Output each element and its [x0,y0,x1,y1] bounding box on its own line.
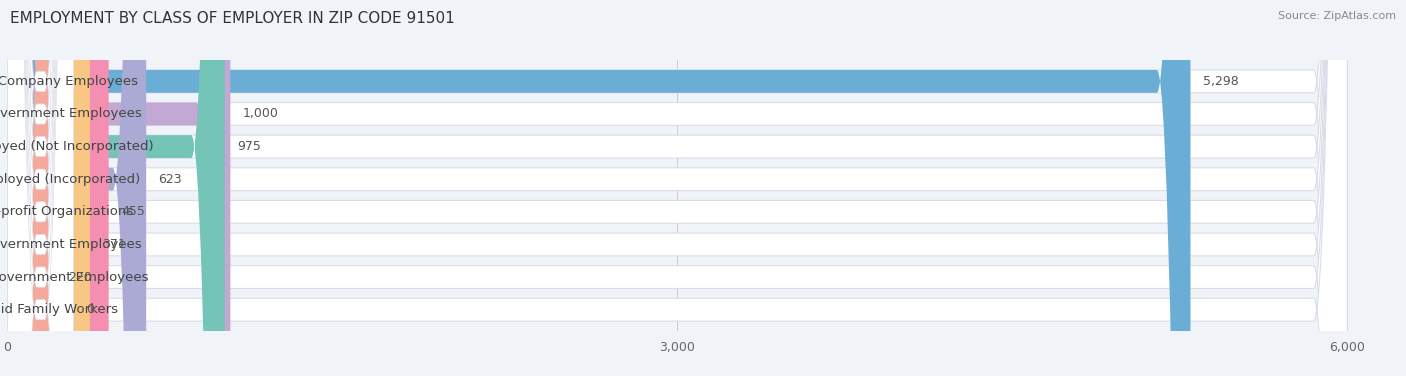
FancyBboxPatch shape [7,0,73,376]
FancyBboxPatch shape [7,0,1347,376]
Text: State Government Employees: State Government Employees [0,238,142,251]
FancyBboxPatch shape [7,0,90,376]
Text: EMPLOYMENT BY CLASS OF EMPLOYER IN ZIP CODE 91501: EMPLOYMENT BY CLASS OF EMPLOYER IN ZIP C… [10,11,454,26]
FancyBboxPatch shape [7,0,1347,376]
FancyBboxPatch shape [7,0,73,376]
FancyBboxPatch shape [7,0,56,376]
FancyBboxPatch shape [7,0,73,376]
Text: 5,298: 5,298 [1202,75,1239,88]
FancyBboxPatch shape [7,0,1191,376]
FancyBboxPatch shape [7,0,146,376]
Text: Self-Employed (Not Incorporated): Self-Employed (Not Incorporated) [0,140,153,153]
Text: Federal Government Employees: Federal Government Employees [0,271,149,284]
Text: Self-Employed (Incorporated): Self-Employed (Incorporated) [0,173,139,186]
FancyBboxPatch shape [7,0,1347,376]
FancyBboxPatch shape [7,0,73,376]
FancyBboxPatch shape [7,0,73,376]
Text: 1,000: 1,000 [243,108,278,120]
FancyBboxPatch shape [7,0,73,376]
FancyBboxPatch shape [7,0,225,376]
FancyBboxPatch shape [7,0,1347,376]
FancyBboxPatch shape [7,0,1347,376]
FancyBboxPatch shape [7,0,108,376]
Text: Private Company Employees: Private Company Employees [0,75,138,88]
Text: 623: 623 [159,173,183,186]
Text: 0: 0 [86,303,94,316]
FancyBboxPatch shape [7,0,73,376]
FancyBboxPatch shape [7,0,1347,376]
FancyBboxPatch shape [7,0,231,376]
Text: 371: 371 [103,238,127,251]
Text: Unpaid Family Workers: Unpaid Family Workers [0,303,118,316]
FancyBboxPatch shape [7,0,73,376]
FancyBboxPatch shape [7,0,1347,376]
Text: Source: ZipAtlas.com: Source: ZipAtlas.com [1278,11,1396,21]
FancyBboxPatch shape [7,0,1347,376]
Text: Local Government Employees: Local Government Employees [0,108,142,120]
Text: 975: 975 [238,140,262,153]
Text: 455: 455 [121,205,145,218]
Text: 220: 220 [69,271,93,284]
Text: Not-for-profit Organizations: Not-for-profit Organizations [0,205,134,218]
